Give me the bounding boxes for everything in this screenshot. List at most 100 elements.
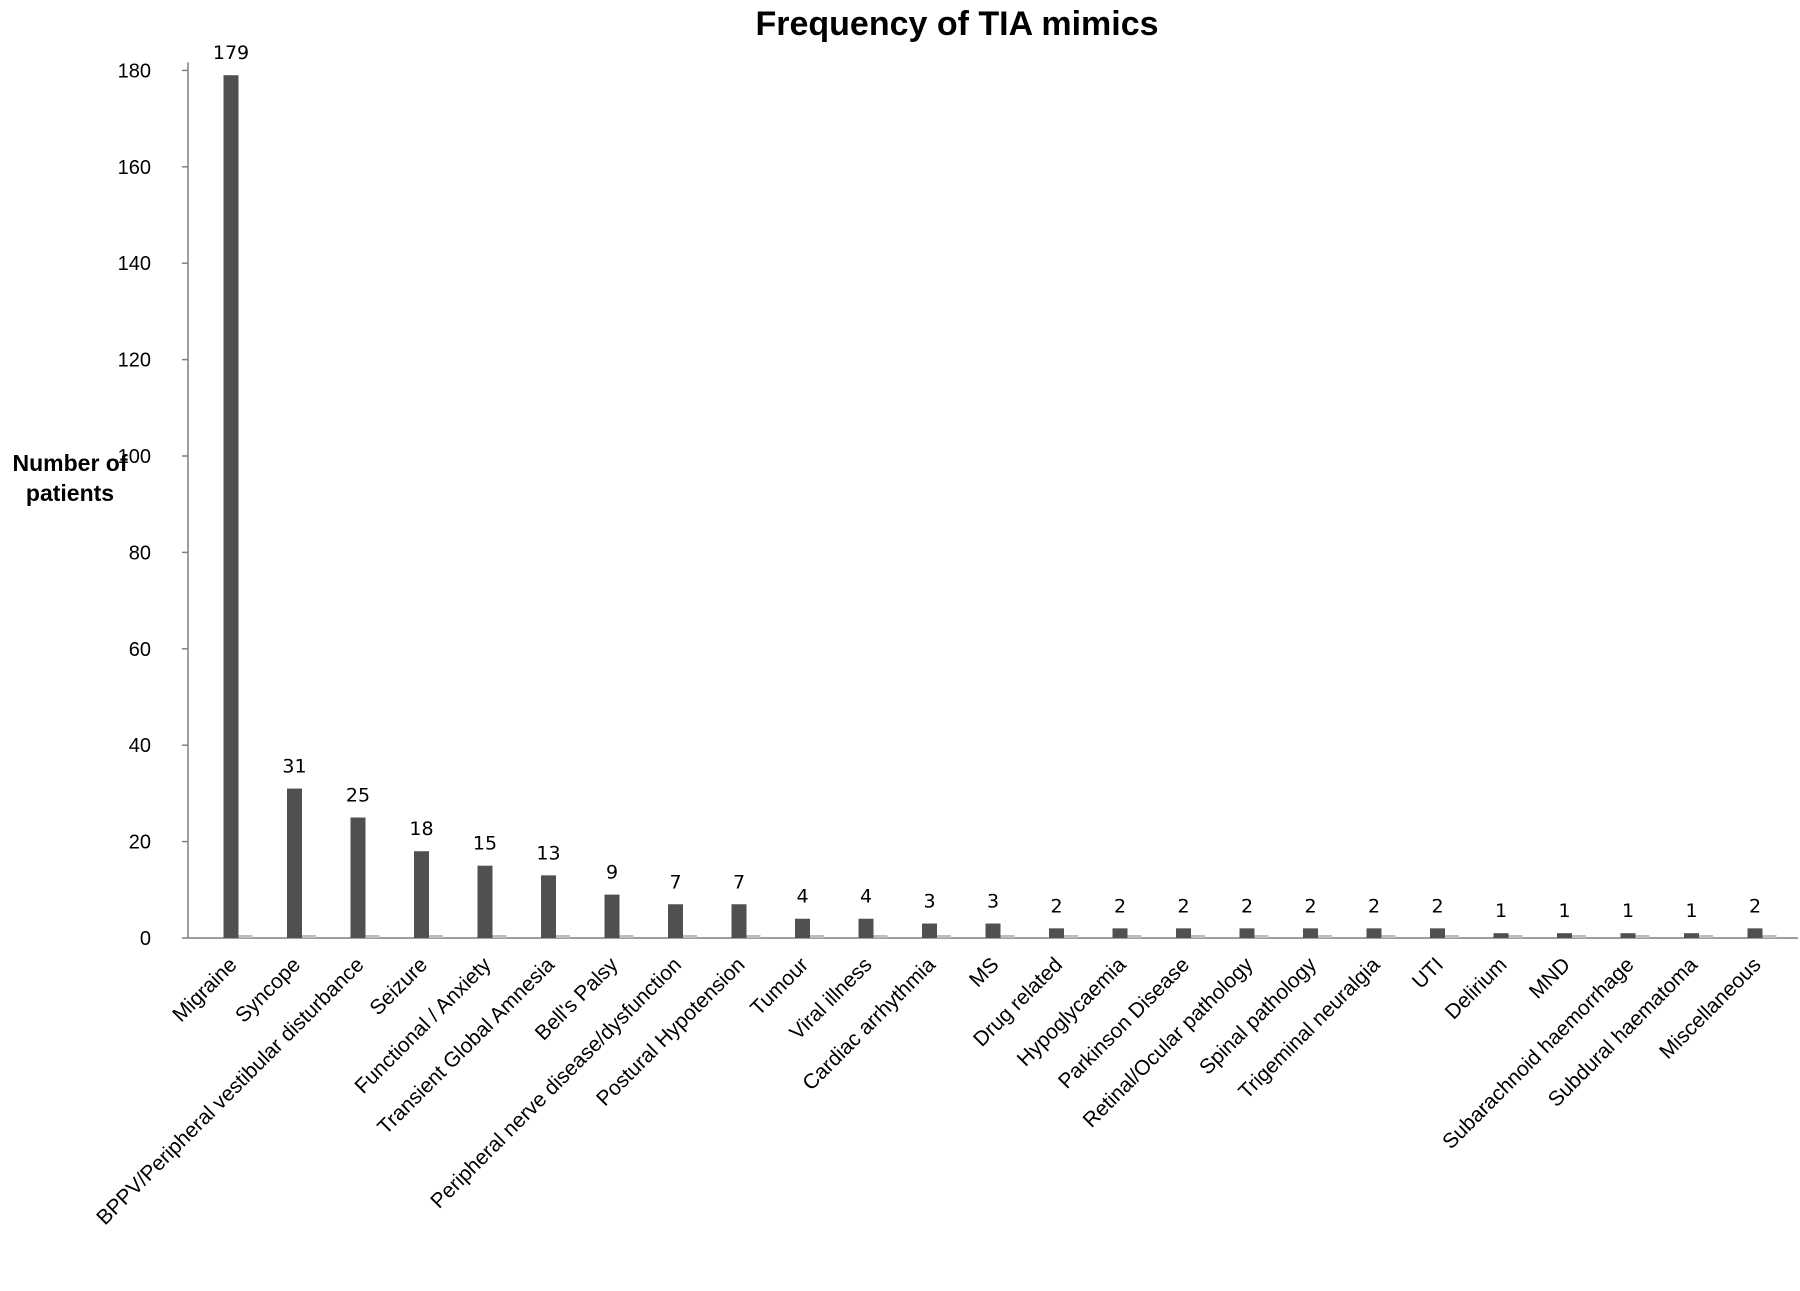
y-tick-label: 40 xyxy=(129,735,151,757)
bar-shadow xyxy=(302,935,316,938)
data-label: 7 xyxy=(733,871,745,893)
bar-shadow xyxy=(746,935,761,938)
data-label: 2 xyxy=(1050,895,1062,917)
bar-shadow xyxy=(429,935,443,938)
data-label: 3 xyxy=(987,891,999,913)
bar-shadow xyxy=(1064,935,1078,938)
bar xyxy=(1049,928,1064,938)
bar-shadow xyxy=(492,935,507,938)
data-label: 1 xyxy=(1685,900,1697,922)
bar-shadow xyxy=(873,935,888,938)
data-label: 31 xyxy=(282,756,306,778)
data-label: 4 xyxy=(860,886,872,908)
bar xyxy=(731,904,747,938)
data-label: 3 xyxy=(923,891,935,913)
bar xyxy=(287,788,302,938)
bar xyxy=(350,817,366,938)
bar-shadow xyxy=(1445,935,1459,938)
bar xyxy=(1557,933,1572,938)
axes xyxy=(182,62,1798,939)
bar xyxy=(922,923,937,938)
data-label: 4 xyxy=(796,886,808,908)
bar xyxy=(1176,928,1191,938)
bar-shadow xyxy=(238,935,253,938)
data-label: 2 xyxy=(1368,895,1380,917)
data-label: 2 xyxy=(1114,895,1126,917)
data-label: 25 xyxy=(346,785,370,807)
bar xyxy=(414,851,429,938)
data-label: 179 xyxy=(213,42,249,64)
y-tick-label: 120 xyxy=(118,350,151,372)
bar xyxy=(1684,933,1699,938)
x-tick-label: MND xyxy=(1525,953,1575,1003)
x-tick-label: Delirium xyxy=(1441,953,1512,1024)
y-tick-label: 180 xyxy=(118,60,151,82)
bar-shadow xyxy=(1254,935,1269,938)
bar-shadow xyxy=(1381,935,1396,938)
data-label: 1 xyxy=(1622,900,1634,922)
x-tick-label: UTI xyxy=(1408,953,1448,993)
data-label: 9 xyxy=(606,862,618,884)
bar-shadow xyxy=(1699,935,1713,938)
data-label: 2 xyxy=(1431,895,1443,917)
bar-shadow xyxy=(1508,935,1523,938)
y-axis-label-line-1: Number of xyxy=(13,450,128,476)
bar xyxy=(541,875,556,938)
bar-shadow xyxy=(1572,935,1586,938)
bar xyxy=(858,918,874,938)
y-tick-label: 60 xyxy=(129,639,151,661)
bar xyxy=(223,75,239,939)
bar xyxy=(1303,928,1318,938)
bar-shadow xyxy=(1000,935,1015,938)
y-tick-label: 20 xyxy=(129,832,151,854)
bar xyxy=(1430,928,1445,938)
x-tick-label: MS xyxy=(965,953,1004,992)
x-tick-label: BPPV/Peripheral vestibular disturbance xyxy=(92,953,368,1229)
data-label: 7 xyxy=(669,871,681,893)
bar xyxy=(1239,928,1255,938)
bar-shadow xyxy=(810,935,824,938)
data-label: 2 xyxy=(1241,895,1253,917)
bar xyxy=(1620,933,1636,938)
bar xyxy=(795,918,810,938)
x-tick-label: Migraine xyxy=(168,953,241,1026)
data-label: 18 xyxy=(409,818,433,840)
bar xyxy=(668,904,683,938)
y-tick-label: 100 xyxy=(118,446,151,468)
bar-shadow xyxy=(1762,935,1777,938)
bars-group xyxy=(223,75,1777,939)
bar xyxy=(1112,928,1128,938)
bar-shadow xyxy=(619,935,634,938)
bar-shadow xyxy=(1191,935,1205,938)
bar-shadow xyxy=(556,935,570,938)
bar xyxy=(1493,933,1509,938)
bar-shadow xyxy=(1635,935,1650,938)
chart-title: Frequency of TIA mimics xyxy=(755,5,1158,43)
bar-shadow xyxy=(365,935,380,938)
bar-shadow xyxy=(683,935,697,938)
bar xyxy=(1747,928,1763,938)
x-tick-label: Spinal pathology xyxy=(1195,953,1321,1079)
y-tick-label: 160 xyxy=(118,157,151,179)
y-tick-label: 140 xyxy=(118,253,151,275)
bar-shadow xyxy=(1127,935,1142,938)
data-label: 15 xyxy=(473,833,497,855)
data-label: 1 xyxy=(1495,900,1507,922)
data-labels-group: 179 31 25 18 15 13 9 7 7 4 4 3 3 2 2 2 2 2 2 2 1 1 1 1 2 xyxy=(213,42,1761,922)
data-label: 2 xyxy=(1177,895,1189,917)
bar-shadow xyxy=(1318,935,1332,938)
x-tick-label: Hypoglycaemia xyxy=(1013,953,1131,1071)
bar xyxy=(1366,928,1382,938)
y-tick-labels-group: 0 20 40 60 80 100 120 140 160 180 xyxy=(118,60,151,950)
data-label: 2 xyxy=(1749,895,1761,917)
data-label: 13 xyxy=(536,842,560,864)
data-label: 1 xyxy=(1558,900,1570,922)
y-tick-label: 80 xyxy=(129,542,151,564)
bar xyxy=(985,923,1001,938)
y-axis-label-line-2: patients xyxy=(26,480,114,506)
data-label: 2 xyxy=(1304,895,1316,917)
bar xyxy=(604,894,620,938)
bar-shadow xyxy=(937,935,951,938)
